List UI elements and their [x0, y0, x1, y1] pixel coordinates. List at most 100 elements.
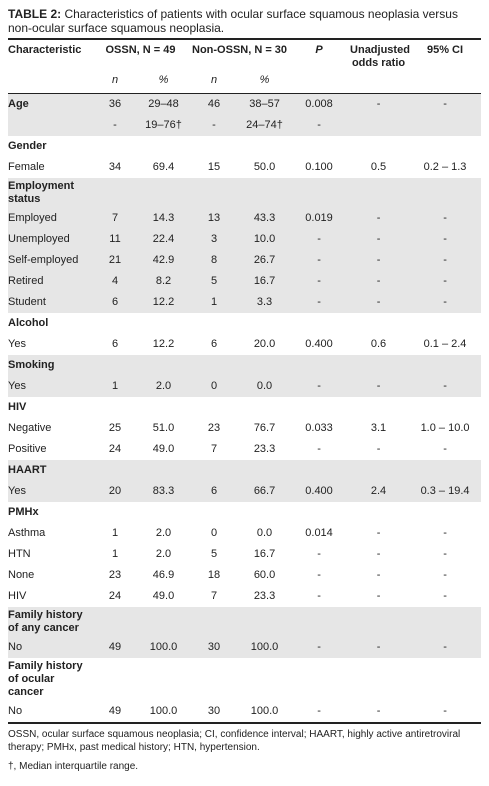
table-cell: 12.2: [138, 292, 190, 313]
table-cell: -: [376, 548, 381, 560]
table-cell: 0: [189, 376, 240, 397]
section-label: HAART: [8, 460, 92, 481]
empty-cell: [92, 355, 138, 376]
footnote: OSSN, ocular surface squamous neoplasia;…: [8, 729, 461, 753]
footnotes: OSSN, ocular surface squamous neoplasia;…: [8, 728, 483, 779]
empty-cell: [189, 607, 240, 637]
empty-cell: [138, 355, 190, 376]
data-row: No 49 100.0 30 100.0- - -: [8, 701, 482, 724]
header-row: Characteristic OSSN, N = 49 Non-OSSN, N …: [8, 38, 482, 72]
table-cell: -: [348, 208, 410, 229]
row-label: No: [8, 637, 92, 658]
table-cell: -: [290, 376, 349, 397]
table-cell: 49.0: [152, 590, 175, 602]
header-cell: Unadjusted odds ratio: [348, 38, 410, 72]
table-cell: 18: [207, 569, 221, 581]
table-cell: 0.6: [370, 338, 387, 350]
table-cell: -: [290, 250, 349, 271]
empty-cell: [138, 658, 189, 701]
empty-cell: [138, 178, 190, 208]
row-label: Yes: [8, 376, 92, 397]
table-cell: -: [376, 443, 381, 455]
empty-cell: [239, 658, 290, 701]
empty-cell: [138, 502, 189, 523]
empty-cell: [92, 397, 138, 418]
row-label: Self-employed: [8, 250, 92, 271]
table-cell: -: [290, 229, 349, 250]
table-cell: -: [409, 271, 482, 292]
table-cell: 0.3 – 19.4: [409, 481, 482, 502]
empty-cell: [239, 607, 291, 637]
table-cell: 15: [207, 161, 221, 173]
table-cell: 0.400: [290, 481, 349, 502]
table-cell: -: [409, 208, 482, 229]
table-cell: 6: [92, 292, 138, 313]
header-cell: Characteristic: [8, 38, 92, 72]
header-cell: Non-OSSN, N = 30: [189, 38, 291, 72]
empty-cell: [189, 658, 239, 701]
empty-cell: [409, 355, 482, 376]
table-cell: 1: [111, 527, 119, 539]
row-label: Yes: [8, 481, 92, 502]
section-row: HAART: [8, 460, 482, 481]
row-label: No: [8, 701, 92, 724]
table-cell: -: [290, 115, 349, 136]
row-label: Female: [8, 161, 45, 173]
table-cell: -: [443, 527, 447, 539]
table-cell: 30: [189, 701, 240, 724]
empty-cell: [409, 313, 481, 334]
data-row: Negative 25 51.0 23 76.7 0.033 3.1 1.0 – 10.0: [8, 418, 481, 439]
empty-cell: [409, 397, 481, 418]
table-cell: 0.019: [290, 208, 349, 229]
empty-cell: [290, 313, 348, 334]
empty-cell: [409, 136, 481, 157]
subheader-cell: %: [138, 72, 190, 94]
subheader-cell: %: [239, 72, 291, 94]
table-cell: -: [409, 93, 482, 115]
data-row: No 49 100.0 30 100.0- - -: [8, 637, 482, 658]
empty-cell: [290, 397, 348, 418]
section-label: Family history of any cancer: [8, 607, 92, 637]
table-cell: 2.4: [348, 481, 410, 502]
table-cell: 0.033: [305, 422, 333, 434]
empty-cell: [189, 313, 239, 334]
data-row: Unemployed 11 22.4 3 10.0- - -: [8, 229, 482, 250]
table-cell: 25: [108, 422, 122, 434]
row-label: HIV: [8, 590, 27, 602]
section-row: Alcohol: [8, 313, 481, 334]
table-cell: 50.0: [253, 161, 276, 173]
table-cell: -: [409, 250, 482, 271]
table-cell: 29–48: [138, 93, 190, 115]
data-row: -19–76† -24–74† -: [8, 115, 482, 136]
table-cell: -: [348, 701, 410, 724]
table-cell: 20: [92, 481, 138, 502]
table-cell: -: [443, 443, 447, 455]
section-row: Employment status: [8, 178, 482, 208]
table-cell: -: [92, 115, 138, 136]
table-cell: 23: [207, 422, 221, 434]
table-cell: 49: [92, 637, 138, 658]
empty-cell: [92, 658, 138, 701]
table-cell: 5: [189, 271, 240, 292]
table-cell: 100.0: [138, 701, 190, 724]
empty-cell: [138, 136, 189, 157]
row-label: Employed: [8, 208, 92, 229]
table-cell: 7: [210, 443, 218, 455]
table-cell: -: [409, 701, 482, 724]
empty-cell: [138, 460, 190, 481]
table-cell: 24: [108, 443, 122, 455]
table-cell: 6: [111, 338, 119, 350]
table-cell: 0.1 – 2.4: [423, 338, 467, 350]
table-cell: 0: [210, 527, 218, 539]
table-cell: 43.3: [239, 208, 291, 229]
table-cell: -: [376, 527, 381, 539]
empty-cell: [348, 397, 409, 418]
empty-cell: [409, 607, 482, 637]
empty-cell: [239, 313, 290, 334]
data-row: Age 36 29–48 46 38–57 0.008- -: [8, 93, 482, 115]
table-cell: 100.0: [239, 701, 291, 724]
data-row: Employed 7 14.3 13 43.3 0.019- -: [8, 208, 482, 229]
empty-cell: [239, 178, 291, 208]
empty-cell: [348, 460, 410, 481]
data-row: Female 34 69.4 15 50.0 0.100 0.5 0.2 – 1.3: [8, 157, 481, 178]
